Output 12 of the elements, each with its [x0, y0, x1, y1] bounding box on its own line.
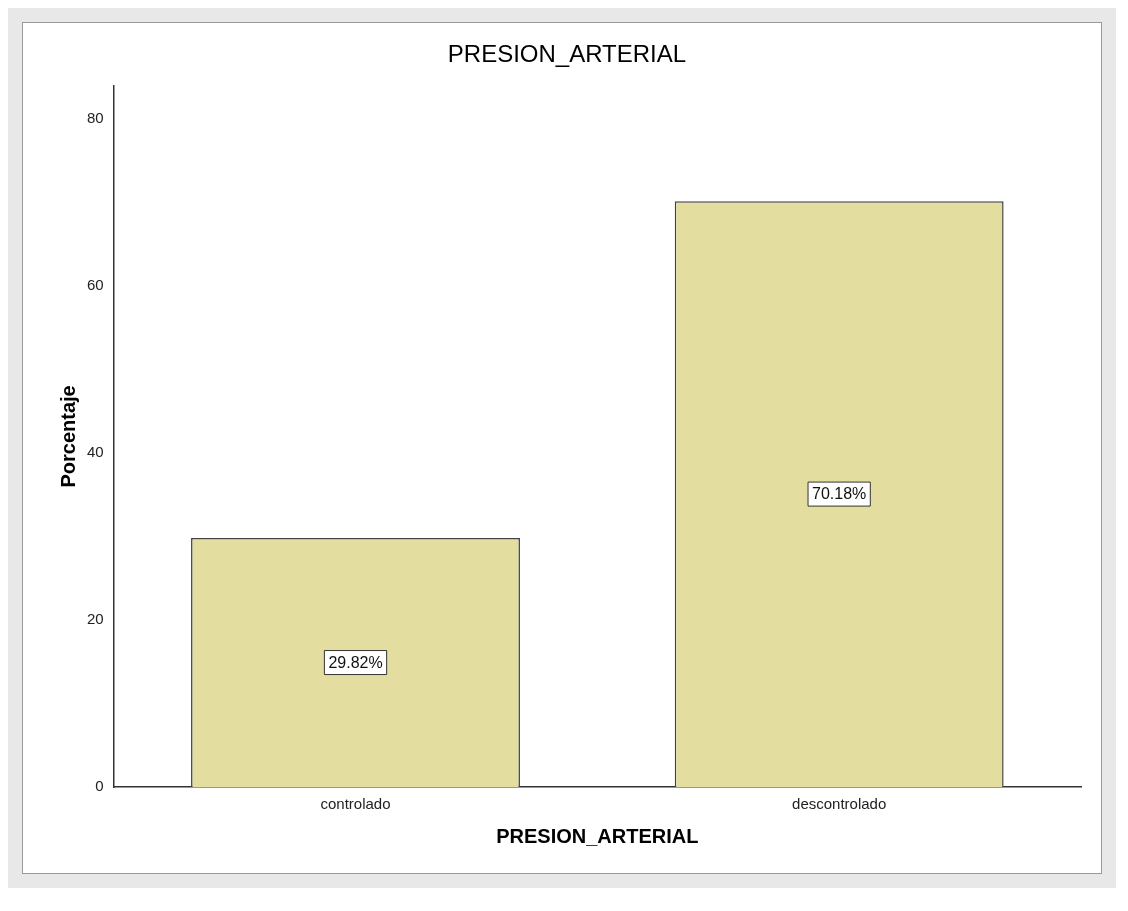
x-axis-title: PRESION_ARTERIAL [496, 824, 699, 847]
data-label: 29.82% [328, 653, 383, 671]
y-tick-label: 60 [87, 276, 104, 294]
chart-title: PRESION_ARTERIAL [447, 40, 687, 68]
x-tick-label: controlado [320, 795, 391, 813]
y-tick-label: 40 [87, 443, 104, 461]
y-tick-label: 20 [87, 610, 104, 628]
y-axis-title: Porcentaje [56, 385, 79, 488]
x-tick-label: descontrolado [792, 795, 887, 813]
y-tick-label: 0 [95, 777, 104, 795]
data-label: 70.18% [812, 485, 867, 503]
y-tick-label: 80 [87, 109, 104, 127]
